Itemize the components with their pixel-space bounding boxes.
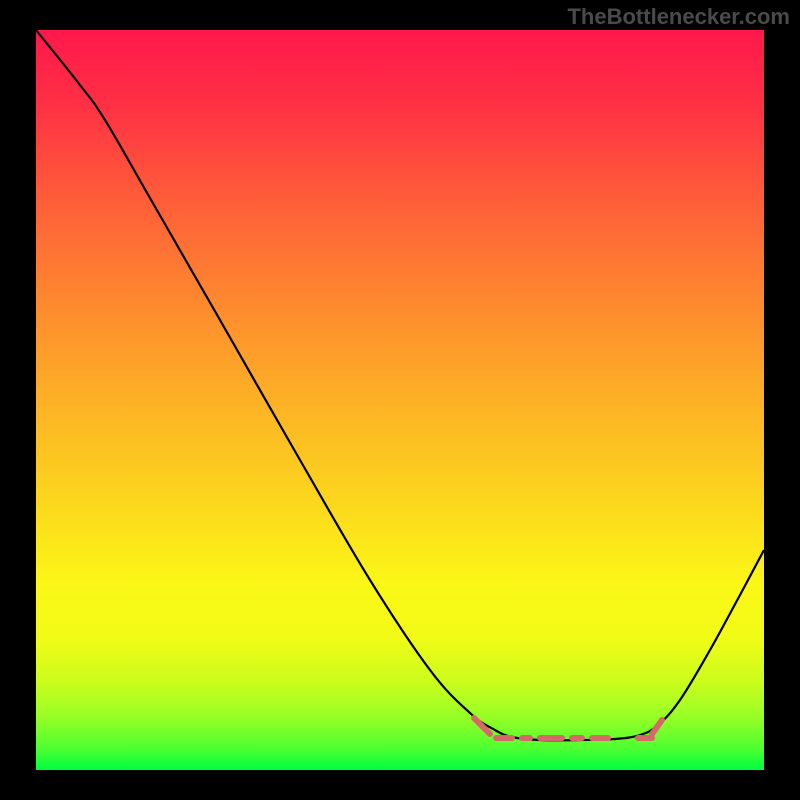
chart-container: TheBottlenecker.com: [0, 0, 800, 800]
gradient-background: [36, 30, 764, 770]
watermark-text: TheBottlenecker.com: [567, 4, 790, 30]
bottleneck-chart: [0, 0, 800, 800]
